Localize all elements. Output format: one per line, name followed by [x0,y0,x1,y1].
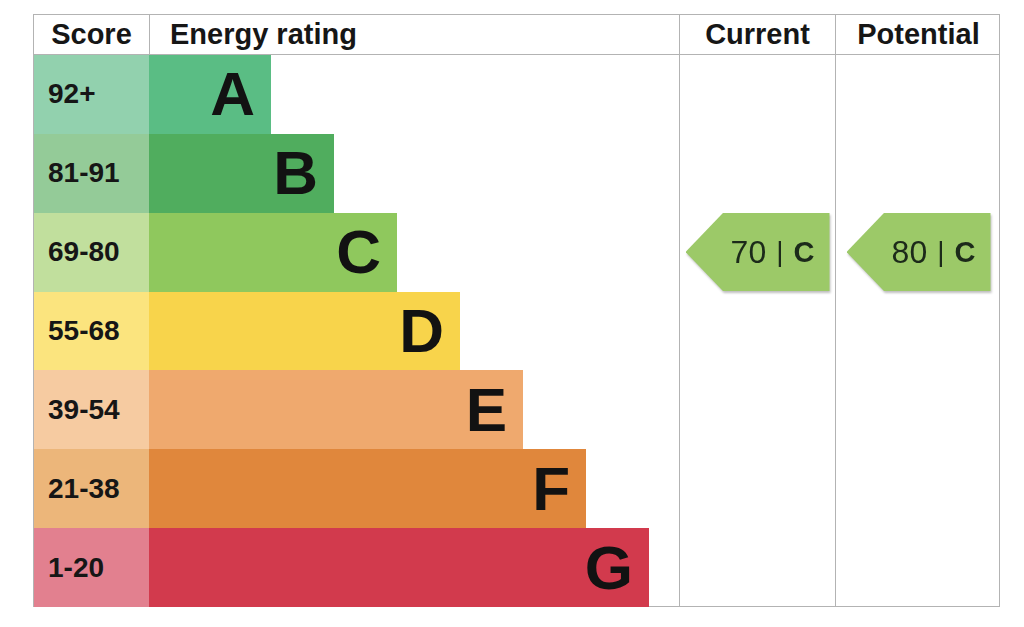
band-row-C: 69-80 C [34,213,679,292]
band-letter-F: F [532,458,570,520]
band-bar-C: C [149,213,397,292]
band-row-G: 1-20 G [34,528,679,607]
band-letter-B: B [273,142,318,204]
score-range-F: 21-38 [34,449,149,528]
current-rating-letter: C [793,236,814,269]
epc-rating-chart: Score Energy rating Current Potential 92… [33,14,1000,607]
score-range-D: 55-68 [34,292,149,371]
energy-bands: 92+ A 81-91 B 69-80 C 55-68 D 39-54 E 21-38 F 1-20 G [34,55,679,607]
score-range-B: 81-91 [34,134,149,213]
current-column-header: Current [679,15,835,54]
potential-rating-arrow: 80 | C [847,213,991,291]
potential-column: 80 | C [835,55,1001,607]
current-column: 70 | C [679,55,835,607]
band-row-B: 81-91 B [34,134,679,213]
current-rating-marker: 70 | C [686,213,830,291]
potential-rating-letter: C [954,236,975,269]
score-column-header: Score [34,15,149,54]
potential-rating-marker: 80 | C [847,213,991,291]
current-rating-arrow: 70 | C [686,213,830,291]
potential-separator: | [937,236,944,268]
band-letter-G: G [585,537,633,599]
band-letter-C: C [336,221,381,283]
score-range-A: 92+ [34,55,149,134]
band-letter-D: D [399,300,444,362]
band-bar-F: F [149,449,586,528]
score-range-G: 1-20 [34,528,149,607]
band-row-F: 21-38 F [34,449,679,528]
potential-column-header: Potential [835,15,1001,54]
energy-rating-column-header: Energy rating [149,15,679,54]
chart-body: 92+A81-91B69-80C55-68D39-54E21-38F1-20G … [34,55,999,607]
score-range-E: 39-54 [34,370,149,449]
band-letter-A: A [210,63,255,125]
band-bar-E: E [149,370,523,449]
band-bar-G: G [149,528,649,607]
current-score-value: 70 [731,234,767,271]
score-range-C: 69-80 [34,213,149,292]
chart-header: Score Energy rating Current Potential [34,15,999,55]
band-row-A: 92+ A [34,55,679,134]
current-separator: | [776,236,783,268]
band-bar-B: B [149,134,334,213]
band-row-E: 39-54 E [34,370,679,449]
band-bar-D: D [149,292,460,371]
band-bar-A: A [149,55,271,134]
potential-score-value: 80 [892,234,928,271]
band-row-D: 55-68 D [34,292,679,371]
band-letter-E: E [466,379,507,441]
